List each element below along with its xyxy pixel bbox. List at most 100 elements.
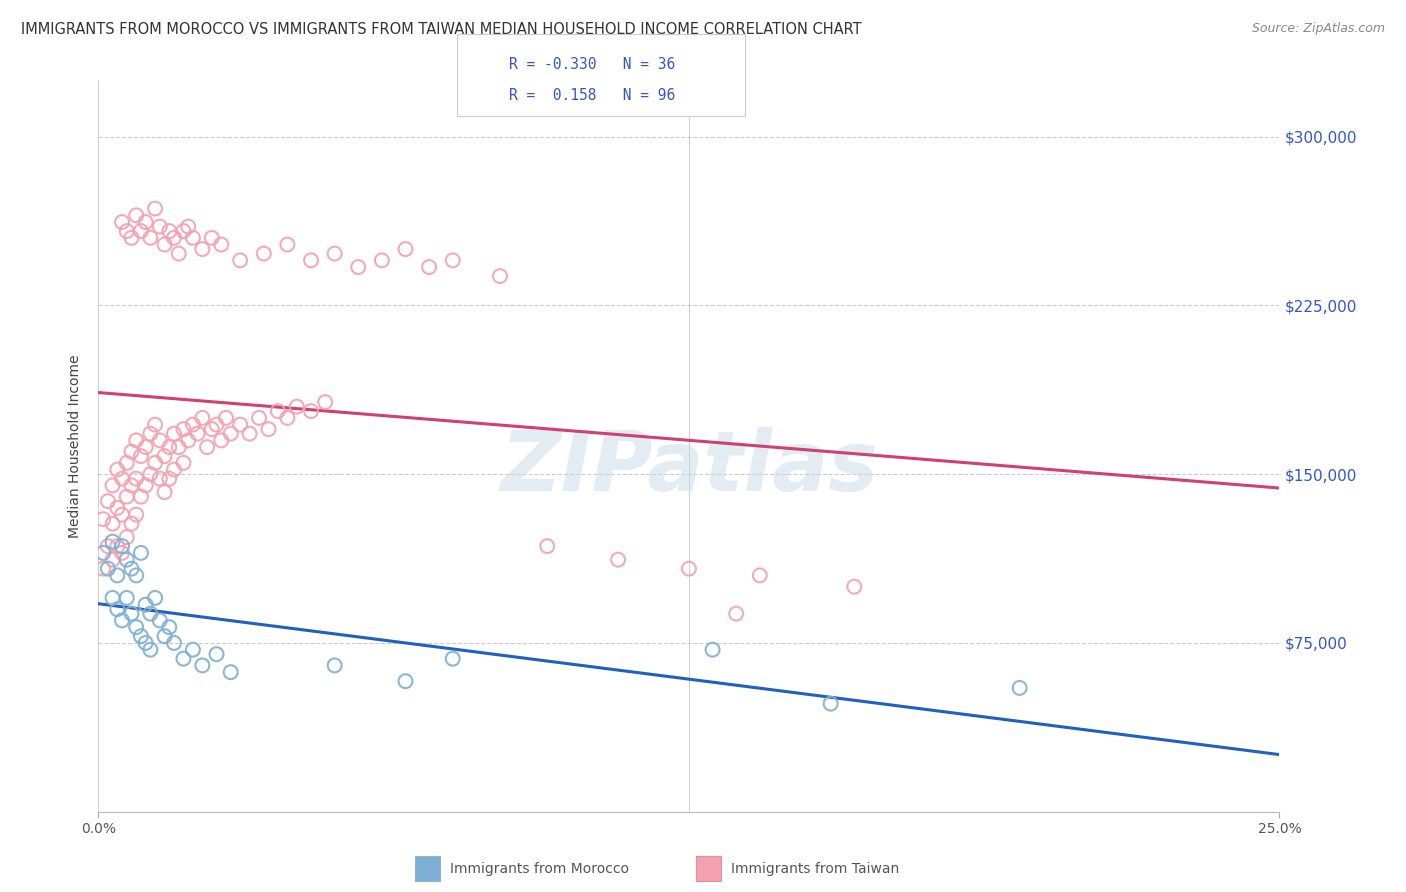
Point (149, 434, 172, 448)
Point (125, 568, 148, 582)
Point (702, 642, 724, 657)
Point (121, 444, 143, 458)
Point (257, 422, 280, 436)
Point (187, 426, 209, 441)
Point (101, 591, 124, 605)
Point (143, 456, 166, 470)
Point (247, 410, 270, 425)
Point (97, 539, 120, 553)
Point (115, 456, 138, 470)
Point (209, 237, 232, 252)
Point (253, 246, 276, 260)
Point (139, 642, 162, 657)
Point (172, 456, 194, 470)
Point (125, 472, 148, 486)
Point (607, 552, 630, 566)
Point (191, 242, 214, 256)
Point (195, 440, 218, 454)
Point (157, 620, 180, 634)
Point (172, 651, 194, 665)
Point (163, 231, 186, 245)
Point (276, 410, 298, 425)
Point (115, 552, 138, 566)
Point (139, 607, 162, 621)
Point (115, 490, 138, 504)
Point (177, 219, 200, 234)
Point (97, 562, 120, 576)
Point (167, 246, 190, 260)
Point (125, 620, 148, 634)
Point (139, 467, 162, 482)
Point (394, 242, 416, 256)
Point (167, 440, 190, 454)
Point (267, 404, 290, 418)
Point (111, 614, 134, 628)
Point (191, 658, 214, 673)
Point (97, 494, 120, 508)
Point (201, 422, 224, 436)
Point (205, 417, 228, 432)
Point (172, 422, 194, 436)
Point (121, 516, 143, 531)
Point (139, 231, 162, 245)
Y-axis label: Median Household Income: Median Household Income (69, 354, 83, 538)
Point (219, 426, 242, 441)
Point (91, 546, 114, 560)
Point (111, 215, 134, 229)
Point (135, 440, 157, 454)
Point (181, 642, 204, 657)
Text: Immigrants from Morocco: Immigrants from Morocco (450, 862, 628, 876)
Point (105, 500, 128, 515)
Point (314, 395, 336, 409)
Point (105, 539, 128, 553)
Point (153, 485, 176, 500)
Point (101, 552, 124, 566)
Point (125, 208, 148, 222)
Point (125, 434, 148, 448)
Point (153, 237, 176, 252)
Point (135, 215, 157, 229)
Point (125, 508, 148, 522)
Point (229, 417, 252, 432)
Point (121, 562, 143, 576)
Point (441, 253, 464, 268)
Point (91, 512, 114, 526)
Point (115, 530, 138, 544)
Point (820, 697, 842, 711)
Point (135, 478, 157, 492)
Point (101, 478, 124, 492)
Point (91, 562, 114, 576)
Point (153, 629, 176, 643)
Point (299, 404, 322, 418)
Text: Immigrants from Taiwan: Immigrants from Taiwan (731, 862, 900, 876)
Point (1008, 681, 1031, 695)
Point (725, 607, 748, 621)
Point (285, 400, 308, 414)
Point (181, 231, 204, 245)
Point (157, 440, 180, 454)
Point (105, 602, 128, 616)
Point (129, 490, 152, 504)
Point (157, 224, 180, 238)
Point (129, 224, 152, 238)
Point (394, 674, 416, 689)
Point (209, 434, 232, 448)
Point (536, 539, 558, 553)
Point (101, 516, 124, 531)
Point (441, 651, 464, 665)
Point (219, 665, 242, 680)
Point (139, 426, 162, 441)
Point (149, 614, 172, 628)
Point (347, 260, 370, 274)
Point (121, 478, 143, 492)
Point (105, 568, 128, 582)
Point (115, 224, 138, 238)
Point (177, 434, 200, 448)
Point (323, 658, 346, 673)
Point (143, 202, 166, 216)
Point (135, 636, 157, 650)
Point (101, 534, 124, 549)
Point (276, 237, 298, 252)
Point (121, 231, 143, 245)
Point (111, 508, 134, 522)
